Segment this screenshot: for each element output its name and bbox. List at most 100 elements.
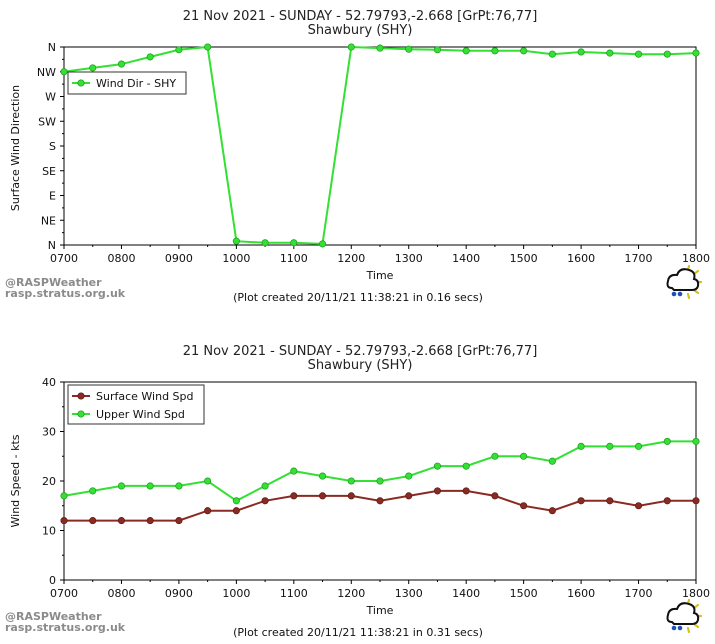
c1-x-tick-label: 1700 [625, 252, 653, 265]
c2-series-1-point [606, 442, 614, 450]
c2-series-0-point [376, 497, 384, 505]
c2-y-tick-label: 30 [42, 426, 56, 439]
c1-series-0-point [548, 50, 556, 58]
c2-series-1-point [347, 477, 355, 485]
c2-x-tick-label: 1200 [337, 587, 365, 600]
c2-series-1-point [405, 472, 413, 480]
c2-series-1-point [318, 472, 327, 480]
chart2-x-axis-label: Time [366, 604, 394, 617]
c2-series-1-point [376, 477, 384, 485]
c2-series-1-point [117, 482, 126, 490]
c1-y-tick-label: NE [41, 214, 56, 227]
chart2-title: 21 Nov 2021 - SUNDAY - 52.79793,-2.668 [… [183, 344, 538, 359]
c1-x-tick-label: 1400 [452, 252, 480, 265]
c1-y-tick-label: NW [37, 66, 56, 79]
c2-series-0-point [405, 492, 413, 500]
c2-series-1-point [520, 452, 528, 460]
chart2-legend-label-upper: Upper Wind Spd [96, 408, 185, 421]
chart2-legend-swatch-marker-surface [77, 392, 85, 400]
c1-y-tick-label: E [49, 190, 56, 203]
chart1-legend: Wind Dir - SHY [67, 71, 187, 95]
c1-x-tick-label: 1200 [337, 252, 365, 265]
c2-y-tick-label: 40 [42, 376, 56, 389]
c2-series-0-point [290, 492, 298, 500]
c1-y-tick-label: N [48, 41, 56, 54]
c1-series-0-point [146, 53, 154, 61]
c2-series-1-point [577, 442, 585, 450]
c2-series-1-point [433, 462, 442, 470]
c1-series-0-point [433, 46, 442, 54]
c2-series-1-point [175, 482, 183, 490]
c2-series-0-point [146, 517, 154, 525]
c1-series-0-point [606, 49, 614, 57]
chart2-legend-label-surface: Surface Wind Spd [96, 390, 194, 403]
c2-series-0-point [520, 502, 528, 510]
c1-series-0-point [520, 47, 528, 55]
c1-series-0-point [347, 43, 355, 51]
c2-series-0-point [462, 487, 470, 495]
c2-series-1-point [663, 437, 671, 445]
c1-series-0-point [462, 47, 470, 55]
c1-x-tick-label: 0700 [50, 252, 78, 265]
c1-x-tick-label: 1100 [280, 252, 308, 265]
c2-series-0-point [433, 487, 442, 495]
c1-series-0-point [376, 44, 384, 52]
c2-x-tick-label: 1000 [222, 587, 250, 600]
c1-series-0-point [577, 48, 585, 56]
c2-series-0-point [204, 507, 212, 515]
c2-x-tick-label: 1700 [625, 587, 653, 600]
c1-series-0-point [60, 68, 68, 76]
c2-series-0-point [175, 517, 183, 525]
chart1-legend-swatch-marker [77, 79, 85, 87]
c2-series-1-point [146, 482, 154, 490]
chart2-brand-handle: @RASPWeather [5, 610, 102, 623]
c1-x-tick-label: 1800 [682, 252, 710, 265]
chart2-legend-box [67, 384, 205, 425]
c2-x-tick-label: 1500 [510, 587, 538, 600]
c1-series-0-point [491, 47, 499, 55]
c2-x-tick-label: 1800 [682, 587, 710, 600]
c2-series-0-point [117, 517, 126, 525]
chart1-credit: (Plot created 20/11/21 11:38:21 in 0.16 … [233, 291, 483, 304]
chart1-legend-label: Wind Dir - SHY [96, 77, 176, 90]
c2-series-0-point [491, 492, 499, 500]
chart1-y-ticks: N NE E SE S SW W NW N [37, 41, 64, 252]
c2-x-tick-label: 1300 [395, 587, 423, 600]
c1-y-tick-label: N [48, 239, 56, 252]
c2-series-1-point [692, 437, 700, 445]
c2-series-1-point [204, 477, 212, 485]
c1-x-tick-label: 1000 [222, 252, 250, 265]
chart2-subtitle: Shawbury (SHY) [308, 358, 413, 373]
c1-series-0-point [89, 64, 97, 72]
c1-series-0-point [290, 239, 298, 247]
c2-series-0-point [606, 497, 614, 505]
c2-x-tick-label: 0700 [50, 587, 78, 600]
chart2-series [60, 437, 700, 525]
c2-y-tick-label: 20 [42, 475, 56, 488]
c2-series-1-point [634, 442, 643, 450]
chart1-brand-handle: @RASPWeather [5, 276, 102, 289]
chart2-brand-url: rasp.stratus.org.uk [5, 621, 126, 634]
chart1-series [60, 43, 700, 248]
c1-series-0-point [261, 239, 269, 247]
chart2-y-ticks: 0 10 20 30 40 [42, 376, 64, 587]
c1-series-0-point [117, 60, 126, 68]
c2-series-0-point [347, 492, 355, 500]
c1-series-0-point [232, 237, 240, 245]
c2-series-1-point [462, 462, 470, 470]
c2-x-tick-label: 1600 [567, 587, 595, 600]
c1-series-0-point [318, 240, 327, 248]
c2-x-tick-label: 0900 [165, 587, 193, 600]
c2-series-1-point [232, 497, 240, 505]
weather-logo-icon [666, 264, 703, 300]
c2-series-0-point [663, 497, 671, 505]
c2-x-tick-label: 0800 [107, 587, 135, 600]
c2-series-0-point [89, 517, 97, 525]
wind-speed-chart: 21 Nov 2021 - SUNDAY - 52.79793,-2.668 [… [5, 344, 710, 639]
c1-x-tick-label: 0800 [107, 252, 135, 265]
c1-x-tick-label: 1300 [395, 252, 423, 265]
chart2-y-axis-label: Wind Speed - kts [9, 434, 22, 527]
c2-series-0-point [232, 507, 240, 515]
c2-series-0-point [60, 517, 68, 525]
